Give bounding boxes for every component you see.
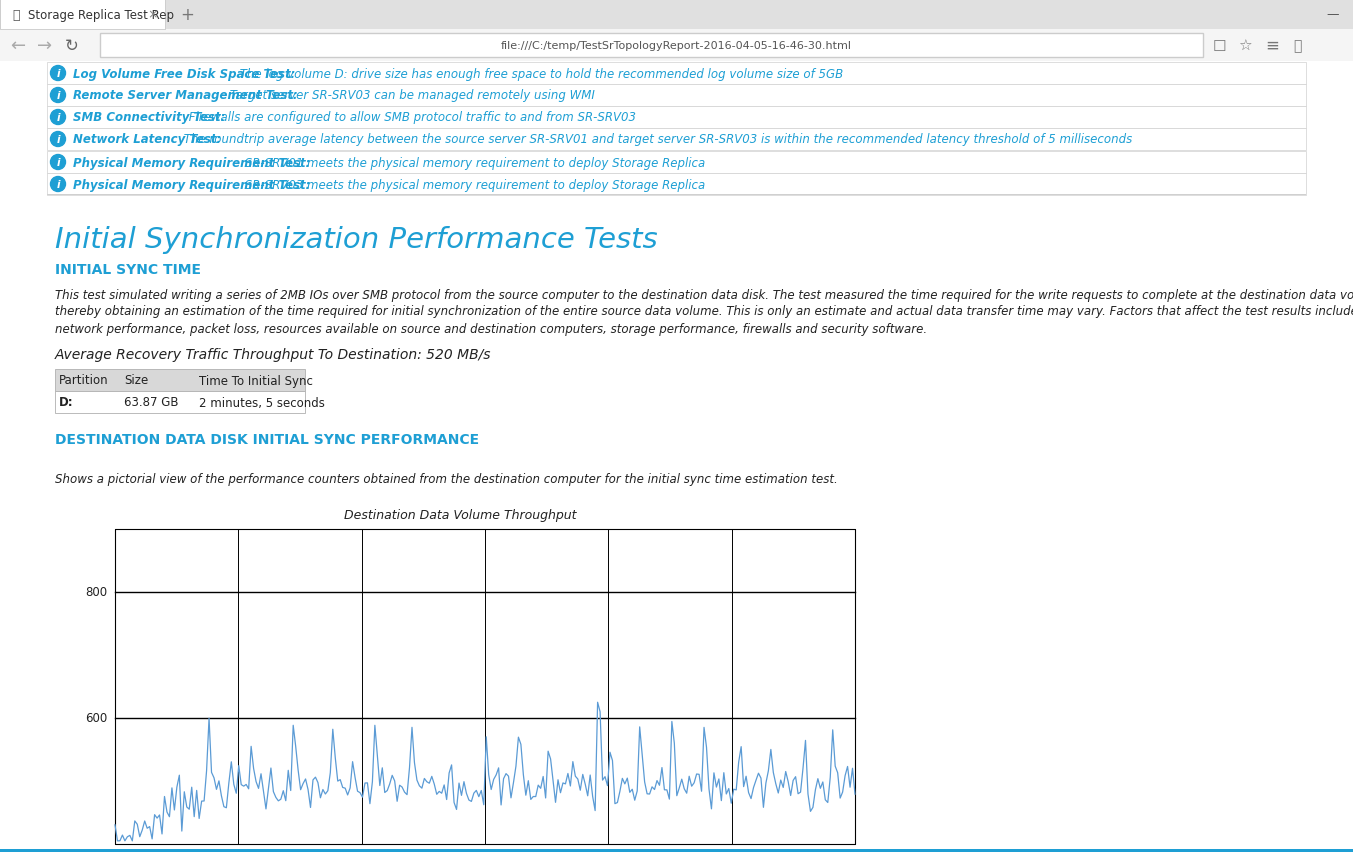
Text: Firewalls are configured to allow SMB protocol traffic to and from SR-SRV03: Firewalls are configured to allow SMB pr…: [185, 112, 636, 124]
Text: Initial Synchronization Performance Tests: Initial Synchronization Performance Test…: [55, 226, 658, 254]
Bar: [55, 392, 304, 413]
Text: network performance, packet loss, resources available on source and destination : network performance, packet loss, resour…: [55, 322, 927, 335]
Text: Target server SR-SRV03 can be managed remotely using WMI: Target server SR-SRV03 can be managed re…: [226, 89, 595, 102]
Text: Average Recovery Traffic Throughput To Destination: 520 MB/s: Average Recovery Traffic Throughput To D…: [55, 348, 491, 361]
Text: thereby obtaining an estimation of the time required for initial synchronization: thereby obtaining an estimation of the t…: [55, 305, 1353, 318]
Text: ×: ×: [147, 9, 157, 21]
Circle shape: [50, 66, 65, 82]
Text: ☆: ☆: [1238, 38, 1252, 54]
Text: The roundtrip average latency between the source server SR-SRV01 and target serv: The roundtrip average latency between th…: [180, 134, 1132, 147]
Text: Shows a pictorial view of the performance counters obtained from the destination: Shows a pictorial view of the performanc…: [55, 473, 838, 486]
Bar: [47, 63, 1306, 85]
Text: i: i: [57, 135, 60, 145]
Text: SR-SRV01 meets the physical memory requirement to deploy Storage Replica: SR-SRV01 meets the physical memory requi…: [241, 156, 705, 170]
Circle shape: [50, 111, 65, 125]
Text: file:///C:/temp/TestSrTopologyReport-2016-04-05-16-46-30.html: file:///C:/temp/TestSrTopologyReport-201…: [501, 41, 851, 51]
Bar: [115, 529, 855, 844]
Text: DESTINATION DATA DISK INITIAL SYNC PERFORMANCE: DESTINATION DATA DISK INITIAL SYNC PERFO…: [55, 433, 479, 446]
Circle shape: [50, 89, 65, 103]
Text: This test simulated writing a series of 2MB IOs over SMB protocol from the sourc: This test simulated writing a series of …: [55, 288, 1353, 301]
Bar: [0, 0, 165, 30]
Bar: [55, 370, 304, 392]
Text: Network Latency Test:: Network Latency Test:: [73, 134, 222, 147]
Bar: [0, 30, 1353, 62]
Bar: [47, 129, 1306, 151]
Text: —: —: [1327, 9, 1339, 21]
Text: i: i: [57, 112, 60, 123]
Text: D:: D:: [60, 396, 73, 409]
Text: SMB Connectivity Test:: SMB Connectivity Test:: [73, 112, 226, 124]
Text: Partition: Partition: [60, 374, 108, 387]
Text: →: →: [38, 37, 53, 55]
Bar: [47, 152, 1306, 174]
Bar: [0, 849, 1353, 852]
Bar: [47, 85, 1306, 106]
Text: i: i: [57, 180, 60, 190]
Text: ≡: ≡: [1265, 37, 1279, 55]
Text: The log volume D: drive size has enough free space to hold the recommended log v: The log volume D: drive size has enough …: [237, 67, 843, 80]
Circle shape: [50, 155, 65, 170]
Text: 2 minutes, 5 seconds: 2 minutes, 5 seconds: [199, 396, 325, 409]
Text: ↻: ↻: [65, 37, 78, 55]
Text: Size: Size: [124, 374, 149, 387]
Bar: [115, 529, 855, 844]
Text: ⎙: ⎙: [12, 9, 19, 21]
Text: Log Volume Free Disk Space Test:: Log Volume Free Disk Space Test:: [73, 67, 295, 80]
Text: i: i: [57, 91, 60, 101]
Text: Physical Memory Requirement Test:: Physical Memory Requirement Test:: [73, 156, 310, 170]
Text: i: i: [57, 69, 60, 79]
Bar: [47, 106, 1306, 129]
Text: Physical Memory Requirement Test:: Physical Memory Requirement Test:: [73, 178, 310, 192]
Text: Remote Server Management Test:: Remote Server Management Test:: [73, 89, 298, 102]
Text: ☐: ☐: [1214, 38, 1227, 54]
Text: i: i: [57, 158, 60, 168]
Text: Storage Replica Test Rep: Storage Replica Test Rep: [28, 9, 175, 21]
Text: Time To Initial Sync: Time To Initial Sync: [199, 374, 313, 387]
Text: 600: 600: [85, 711, 107, 725]
Text: INITIAL SYNC TIME: INITIAL SYNC TIME: [55, 262, 202, 277]
Text: Destination Data Volume Throughput: Destination Data Volume Throughput: [344, 508, 576, 521]
Circle shape: [50, 177, 65, 193]
Text: 63.87 GB: 63.87 GB: [124, 396, 179, 409]
Text: SR-SRV03 meets the physical memory requirement to deploy Storage Replica: SR-SRV03 meets the physical memory requi…: [241, 178, 705, 192]
Text: ←: ←: [11, 37, 26, 55]
Bar: [100, 34, 1203, 58]
Text: ⭳: ⭳: [1293, 39, 1302, 53]
Bar: [0, 0, 1353, 30]
Circle shape: [50, 132, 65, 147]
Text: +: +: [180, 6, 193, 24]
Bar: [47, 174, 1306, 196]
Bar: [47, 195, 1306, 196]
Text: 800: 800: [85, 586, 107, 599]
